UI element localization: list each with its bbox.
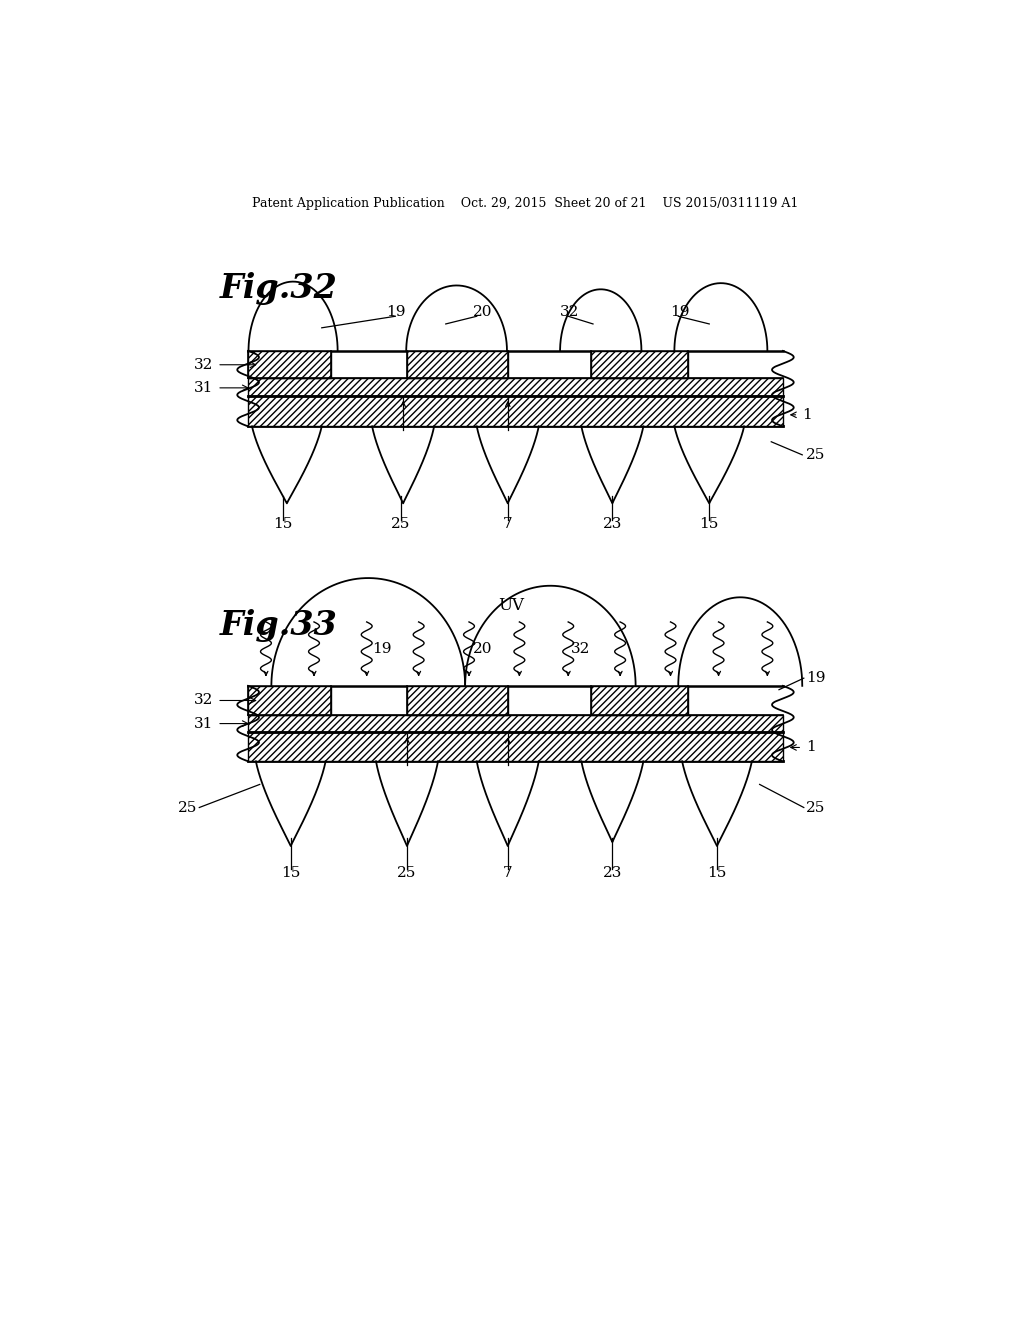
Text: Fig.32: Fig.32 [219,272,337,305]
Text: 15: 15 [281,866,300,880]
Text: 25: 25 [806,800,825,814]
Text: 1: 1 [802,408,812,422]
Text: 7: 7 [503,866,513,880]
Text: 32: 32 [571,642,591,656]
Text: 15: 15 [699,517,719,531]
Text: 23: 23 [603,517,622,531]
Text: UV: UV [499,597,524,614]
Text: 19: 19 [372,642,391,656]
Text: 23: 23 [603,866,622,880]
Text: 19: 19 [670,305,689,319]
Text: 25: 25 [806,447,825,462]
Bar [407,686,508,715]
Text: 20: 20 [473,642,493,656]
Bar [591,686,687,715]
Text: 32: 32 [194,693,213,708]
Text: 31: 31 [194,717,213,730]
Text: Patent Application Publication    Oct. 29, 2015  Sheet 20 of 21    US 2015/03111: Patent Application Publication Oct. 29, … [252,197,798,210]
Text: 25: 25 [178,800,198,814]
Bar [591,351,687,378]
Text: 1: 1 [806,741,816,755]
Text: 25: 25 [391,517,411,531]
Text: 25: 25 [397,866,417,880]
Bar [407,351,508,378]
Text: 32: 32 [194,358,213,372]
Bar [248,351,331,378]
Text: 31: 31 [194,381,213,395]
Text: 15: 15 [708,866,727,880]
Text: 19: 19 [386,305,406,319]
Text: 20: 20 [473,305,493,319]
Text: 32: 32 [560,305,580,319]
Bar [248,733,783,762]
Text: Fig.33: Fig.33 [219,609,337,642]
Text: 15: 15 [273,517,293,531]
Bar [248,378,783,396]
Bar [248,686,331,715]
Bar [248,715,783,733]
Bar [248,396,783,426]
Text: 19: 19 [806,671,825,685]
Text: 7: 7 [503,517,513,531]
